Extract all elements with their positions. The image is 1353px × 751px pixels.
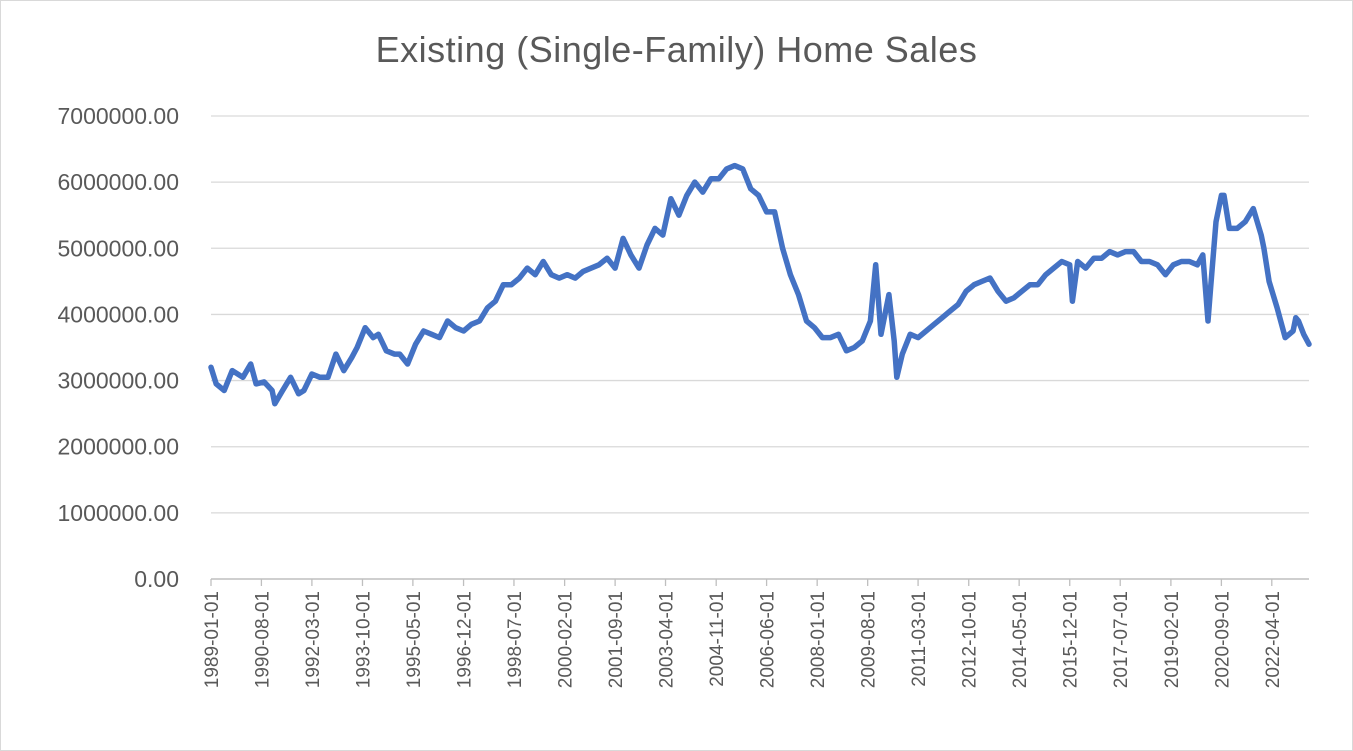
x-tick-label: 2000-02-01	[556, 591, 577, 688]
x-tick-label: 2017-07-01	[1111, 591, 1132, 688]
series-line	[208, 162, 1312, 407]
x-tick-label: 1995-05-01	[404, 591, 425, 688]
y-tick-label: 2000000.00	[57, 434, 179, 460]
x-tick-label: 1989-01-01	[202, 591, 223, 688]
x-tick-label: 2006-06-01	[758, 591, 779, 688]
gridlines	[211, 115, 1309, 514]
y-tick-label: 4000000.00	[57, 301, 179, 327]
y-tick-label: 1000000.00	[57, 500, 179, 526]
x-tick-label: 2014-05-01	[1010, 591, 1031, 688]
x-tick-label: 2003-04-01	[657, 591, 678, 688]
x-tick-label: 1993-10-01	[353, 591, 374, 688]
x-tick-label: 2022-04-01	[1263, 591, 1284, 688]
y-tick-label: 6000000.00	[57, 169, 179, 195]
x-tick-label: 2012-10-01	[960, 591, 981, 688]
x-tick-label: 2019-02-01	[1162, 591, 1183, 688]
x-tick-label: 1992-03-01	[303, 591, 324, 688]
x-tick-label: 2020-09-01	[1212, 591, 1233, 688]
y-tick-label: 5000000.00	[57, 235, 179, 261]
y-axis-tick-labels: 0.00 1000000.00 2000000.00 3000000.00 400000…	[57, 103, 179, 592]
x-tick-label: 2004-11-01	[707, 591, 728, 687]
x-axis-tick-labels: 1989-01-01 1990-08-01 1992-03-01 1993-10-01…	[202, 591, 1284, 688]
x-tick-label: 2001-09-01	[606, 591, 627, 688]
y-tick-label: 0.00	[134, 566, 179, 592]
x-tick-label: 2015-12-01	[1061, 591, 1082, 688]
x-tick-label: 2009-08-01	[859, 591, 880, 688]
x-tick-label: 1998-07-01	[505, 591, 526, 688]
x-tick-label: 1996-12-01	[455, 591, 476, 688]
y-tick-label: 7000000.00	[57, 103, 179, 129]
x-axis	[210, 578, 1309, 586]
x-tick-label: 2011-03-01	[909, 591, 930, 687]
y-tick-label: 3000000.00	[57, 368, 179, 394]
x-tick-label: 1990-08-01	[252, 591, 273, 688]
series-layer	[208, 162, 1312, 407]
chart-title: Existing (Single-Family) Home Sales	[375, 29, 978, 70]
x-tick-label: 2008-01-01	[808, 591, 829, 688]
